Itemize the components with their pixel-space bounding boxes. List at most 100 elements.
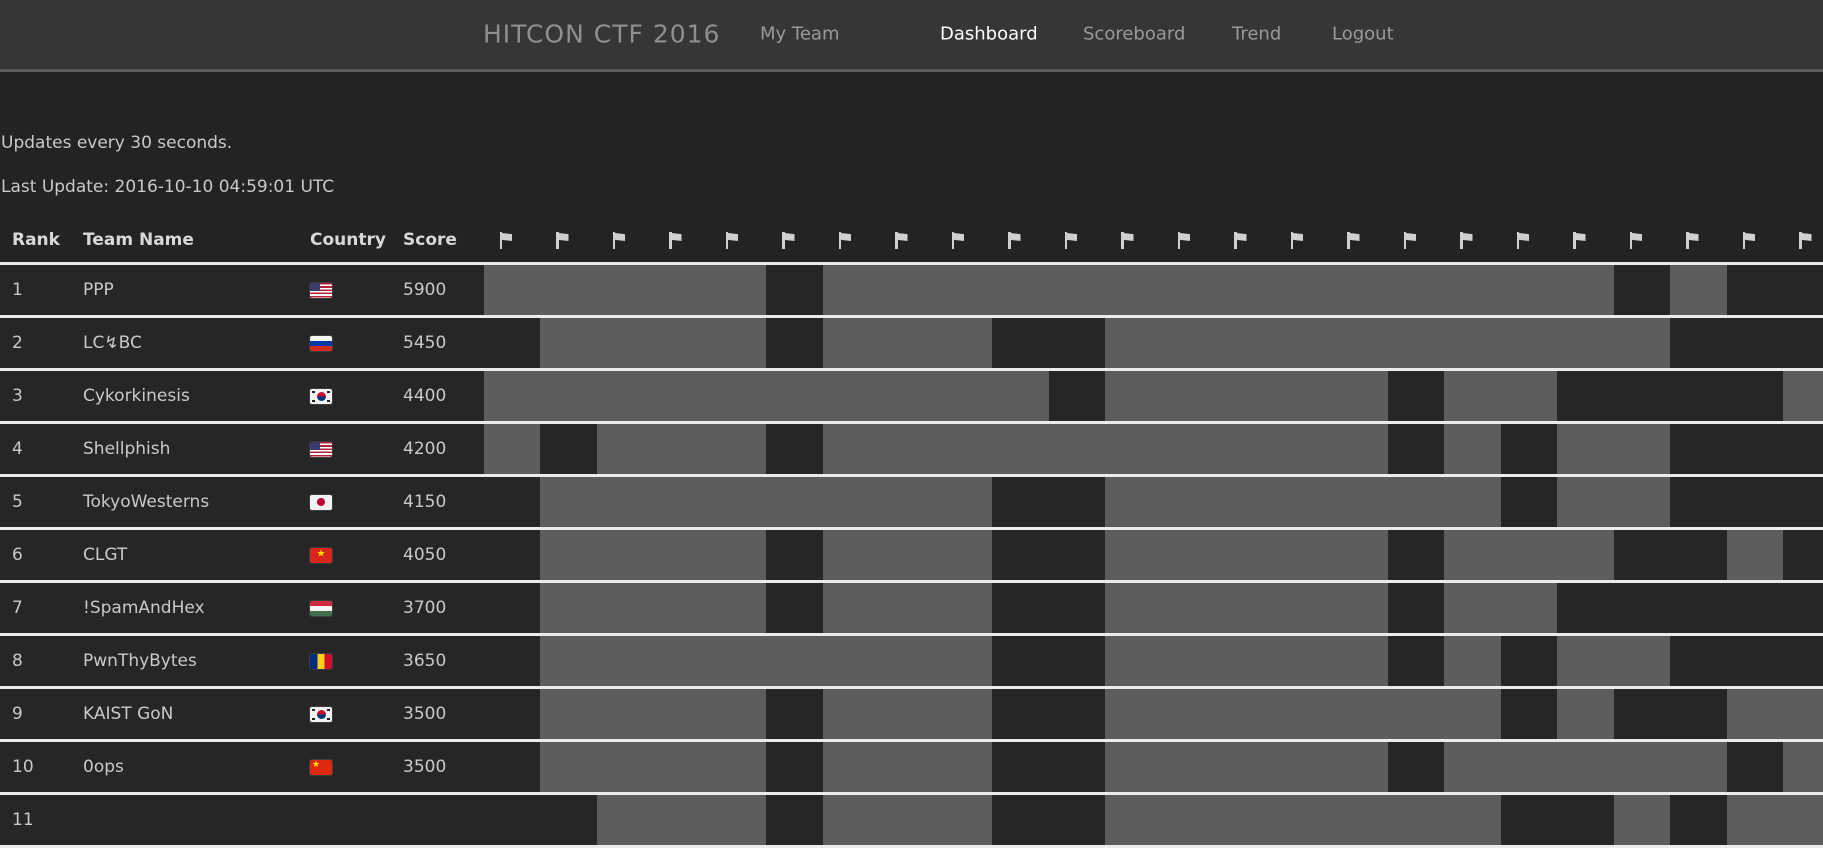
rank-cell: 6 bbox=[0, 530, 71, 580]
challenge-cell bbox=[1613, 371, 1670, 421]
challenge-cell bbox=[1105, 795, 1162, 845]
flag-us-icon bbox=[310, 441, 332, 457]
challenge-cell bbox=[1726, 636, 1783, 686]
rank-cell: 9 bbox=[0, 689, 71, 739]
nav-item-logout[interactable]: Logout bbox=[1332, 23, 1394, 45]
challenge-cell bbox=[1274, 583, 1331, 633]
table-header-row: Rank Team Name Country Score bbox=[0, 218, 1823, 265]
challenge-cell bbox=[1048, 583, 1105, 633]
challenge-cell bbox=[1387, 583, 1444, 633]
challenge-cell bbox=[1331, 477, 1388, 527]
nav-item-dashboard[interactable]: Dashboard bbox=[940, 23, 1038, 45]
challenge-cell bbox=[653, 583, 710, 633]
challenge-cell bbox=[483, 318, 540, 368]
challenge-cell bbox=[1557, 583, 1614, 633]
challenge-cell bbox=[1218, 636, 1275, 686]
challenge-cell bbox=[1105, 689, 1162, 739]
challenge-cell bbox=[709, 689, 766, 739]
challenge-cell bbox=[1161, 742, 1218, 792]
challenge-cell bbox=[1557, 318, 1614, 368]
challenge-cell bbox=[1557, 265, 1614, 315]
challenge-cell bbox=[992, 477, 1049, 527]
team-row: 7 !SpamAndHex 3700 bbox=[0, 583, 1823, 636]
challenge-cell bbox=[653, 318, 710, 368]
score-cell: 5900 bbox=[388, 265, 484, 315]
challenge-cell bbox=[822, 477, 879, 527]
challenge-cell bbox=[1670, 795, 1727, 845]
challenge-cell bbox=[1161, 477, 1218, 527]
score-cell: 3500 bbox=[388, 742, 484, 792]
scoreboard-table: Rank Team Name Country Score 1 PPP 5900 2 LC… bbox=[0, 218, 1823, 848]
score-cell: 4150 bbox=[388, 477, 484, 527]
challenge-cell bbox=[1387, 742, 1444, 792]
challenge-cell bbox=[1726, 795, 1783, 845]
challenge-cell bbox=[1331, 689, 1388, 739]
col-header-score: Score bbox=[403, 230, 457, 250]
challenge-cell bbox=[1274, 265, 1331, 315]
challenge-cell bbox=[1331, 636, 1388, 686]
challenge-cell bbox=[483, 530, 540, 580]
flag-icon bbox=[1516, 231, 1531, 249]
challenge-cell bbox=[1500, 742, 1557, 792]
team-name-cell: KAIST GoN bbox=[71, 689, 298, 739]
challenge-cell bbox=[1161, 689, 1218, 739]
flag-icon bbox=[1573, 231, 1587, 249]
challenge-cell bbox=[935, 636, 992, 686]
challenge-cell bbox=[709, 371, 766, 421]
challenge-cell bbox=[1444, 742, 1501, 792]
challenge-cell bbox=[1670, 636, 1727, 686]
team-name-cell: PwnThyBytes bbox=[71, 636, 298, 686]
challenge-cell bbox=[709, 424, 766, 474]
flag-icon bbox=[1234, 231, 1248, 249]
challenge-cell bbox=[1161, 636, 1218, 686]
nav-item-my-team[interactable]: My Team bbox=[760, 23, 840, 45]
challenge-cell bbox=[1783, 424, 1823, 474]
rank-cell: 8 bbox=[0, 636, 71, 686]
challenge-cell bbox=[1105, 424, 1162, 474]
challenge-cell bbox=[1387, 424, 1444, 474]
challenge-cell bbox=[540, 742, 597, 792]
challenge-cell bbox=[1444, 583, 1501, 633]
score-cell: 5450 bbox=[388, 318, 484, 368]
challenge-cell bbox=[1218, 689, 1275, 739]
challenge-cell bbox=[1557, 636, 1614, 686]
challenge-cell bbox=[1274, 424, 1331, 474]
score-cell: 4400 bbox=[388, 371, 484, 421]
challenge-cell bbox=[1783, 636, 1823, 686]
challenge-cell bbox=[935, 742, 992, 792]
challenge-cell bbox=[1331, 530, 1388, 580]
challenge-cell bbox=[992, 424, 1049, 474]
challenge-cell bbox=[1613, 530, 1670, 580]
challenge-cell bbox=[1105, 742, 1162, 792]
challenge-cell bbox=[766, 477, 823, 527]
challenge-cell bbox=[992, 742, 1049, 792]
challenge-cell bbox=[879, 689, 936, 739]
challenge-cell bbox=[822, 636, 879, 686]
score-cell bbox=[388, 795, 484, 845]
challenge-cell bbox=[992, 318, 1049, 368]
nav-item-trend[interactable]: Trend bbox=[1232, 23, 1282, 45]
challenge-cell bbox=[596, 318, 653, 368]
nav-item-scoreboard[interactable]: Scoreboard bbox=[1083, 23, 1186, 45]
challenge-col-header bbox=[653, 218, 710, 262]
challenge-cell bbox=[1500, 265, 1557, 315]
challenge-cell bbox=[1557, 689, 1614, 739]
flag-kr-icon bbox=[310, 706, 332, 722]
challenge-cell bbox=[1670, 265, 1727, 315]
flag-cn-icon bbox=[310, 759, 332, 775]
challenge-col-header bbox=[1614, 218, 1671, 262]
challenge-cell bbox=[1331, 742, 1388, 792]
score-cell: 3500 bbox=[388, 689, 484, 739]
team-name-cell: TokyoWesterns bbox=[71, 477, 298, 527]
challenge-cell bbox=[1726, 318, 1783, 368]
challenge-cell bbox=[1161, 265, 1218, 315]
team-name-cell: Shellphish bbox=[71, 424, 298, 474]
challenge-cell bbox=[596, 424, 653, 474]
challenge-cell bbox=[653, 795, 710, 845]
challenge-cell bbox=[1444, 477, 1501, 527]
challenge-cell bbox=[1783, 742, 1823, 792]
brand-title[interactable]: HITCON CTF 2016 bbox=[483, 19, 721, 49]
challenge-cell bbox=[822, 371, 879, 421]
country-cell bbox=[298, 795, 388, 845]
flag-ro-icon bbox=[310, 653, 332, 669]
